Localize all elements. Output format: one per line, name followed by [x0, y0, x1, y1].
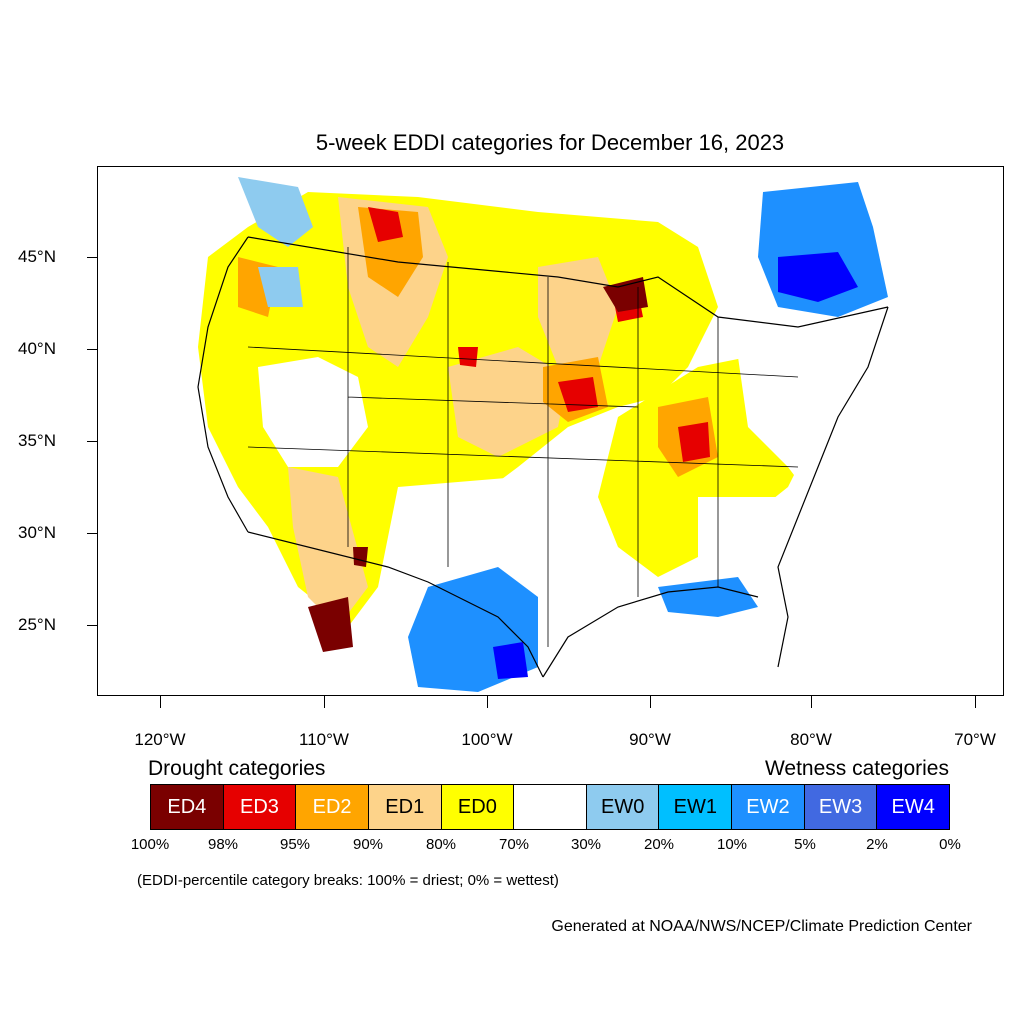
- legend-swatch-ew4: EW4: [877, 785, 950, 829]
- break-label: 20%: [643, 836, 675, 853]
- map-title: 5-week EDDI categories for December 16, …: [315, 130, 785, 155]
- lon-label-90: 90°W: [629, 730, 671, 749]
- ed4-area: [308, 277, 648, 652]
- eddi-map: [197, 177, 889, 692]
- ew0-area-northwest: [238, 177, 313, 307]
- break-label: 2%: [866, 836, 888, 853]
- west-coast: [197, 236, 249, 533]
- legend-swatch-ed1: ED1: [368, 785, 442, 829]
- legend-label-ew4: EW4: [891, 795, 935, 818]
- break-label: 100%: [130, 836, 170, 853]
- break-label: 70%: [498, 836, 530, 853]
- ew-area-gulf: [658, 577, 758, 617]
- gulf-coast: [542, 586, 759, 678]
- wetness-categories-heading: Wetness categories: [764, 757, 949, 780]
- lon-label-70: 70°W: [954, 730, 996, 749]
- white-area-southeast: [698, 497, 818, 587]
- legend-label-ew3: EW3: [818, 795, 863, 818]
- break-label: 98%: [207, 836, 239, 853]
- legend-swatch-ed4: ED4: [151, 785, 224, 829]
- legend-swatch-ew3: EW3: [804, 785, 878, 829]
- ed2-area: [238, 207, 718, 477]
- break-label: 95%: [279, 836, 311, 853]
- break-label: 80%: [425, 836, 457, 853]
- lon-label-80: 80°W: [790, 730, 832, 749]
- lat-label-30: 30°N: [18, 523, 56, 542]
- lat-tick-40: [87, 349, 97, 350]
- lon-label-110: 110°W: [299, 730, 349, 749]
- us-mexico-border: [247, 531, 544, 678]
- legend-swatch-ew2: EW2: [732, 785, 805, 829]
- credit-line: Generated at NOAA/NWS/NCEP/Climate Predi…: [551, 918, 972, 935]
- legend-label-ew2: EW2: [746, 795, 790, 818]
- category-breaks-note: (EDDI-percentile category breaks: 100% =…: [137, 872, 559, 889]
- drought-categories-heading: Drought categories: [148, 757, 326, 780]
- legend-label-ew0: EW0: [600, 795, 645, 818]
- legend-swatch-ew1: EW1: [659, 785, 733, 829]
- lon-tick-90: [650, 696, 651, 708]
- lon-label-120: 120°W: [134, 730, 186, 749]
- lon-tick-70: [975, 696, 976, 708]
- eddi-fields: [198, 177, 888, 692]
- legend-label-ed4: ED4: [167, 795, 207, 818]
- map-panel: [97, 166, 1004, 696]
- break-label: 90%: [352, 836, 384, 853]
- legend-label-ed1: ED1: [385, 795, 425, 818]
- legend-swatch-ed0: ED0: [441, 785, 515, 829]
- legend-swatch-ed3: ED3: [223, 785, 297, 829]
- east-coast: [777, 306, 889, 668]
- legend-label-ed3: ED3: [240, 795, 279, 818]
- legend-swatch-ed2: ED2: [296, 785, 369, 829]
- lat-tick-35: [87, 441, 97, 442]
- white-area-great-basin: [258, 357, 368, 467]
- lon-tick-100: [487, 696, 488, 708]
- break-label: 10%: [716, 836, 748, 853]
- lat-label-35: 35°N: [18, 431, 56, 450]
- break-label: 0%: [939, 836, 961, 853]
- lat-label-40: 40°N: [18, 339, 56, 358]
- lat-label-25: 25°N: [18, 615, 56, 634]
- legend-swatch-neutral: [514, 785, 587, 829]
- state-lines: [247, 247, 799, 647]
- lat-tick-45: [87, 257, 97, 258]
- break-label: 30%: [570, 836, 602, 853]
- legend-swatch-ew0: EW0: [586, 785, 660, 829]
- legend-label-ed0: ED0: [457, 795, 497, 818]
- lon-tick-80: [811, 696, 812, 708]
- legend-label-ed2: ED2: [312, 795, 352, 818]
- legend-label-ew1: EW1: [673, 795, 717, 818]
- lon-tick-110: [324, 696, 325, 708]
- ed1-area: [288, 197, 618, 627]
- us-canada-border: [247, 236, 889, 328]
- ew4-area-texas: [493, 642, 528, 679]
- lat-label-45: 45°N: [18, 247, 56, 266]
- ew4-area-quebec: [778, 252, 858, 302]
- lon-tick-120: [160, 696, 161, 708]
- white-area-northeast: [738, 317, 878, 507]
- lat-tick-30: [87, 533, 97, 534]
- break-label: 5%: [794, 836, 816, 853]
- category-legend-bar: ED4 ED3 ED2 ED1 ED0 EW0 EW1 EW2 EW3 EW4: [150, 784, 950, 830]
- boundaries: [197, 236, 889, 678]
- lon-label-100: 100°W: [461, 730, 513, 749]
- lat-tick-25: [87, 625, 97, 626]
